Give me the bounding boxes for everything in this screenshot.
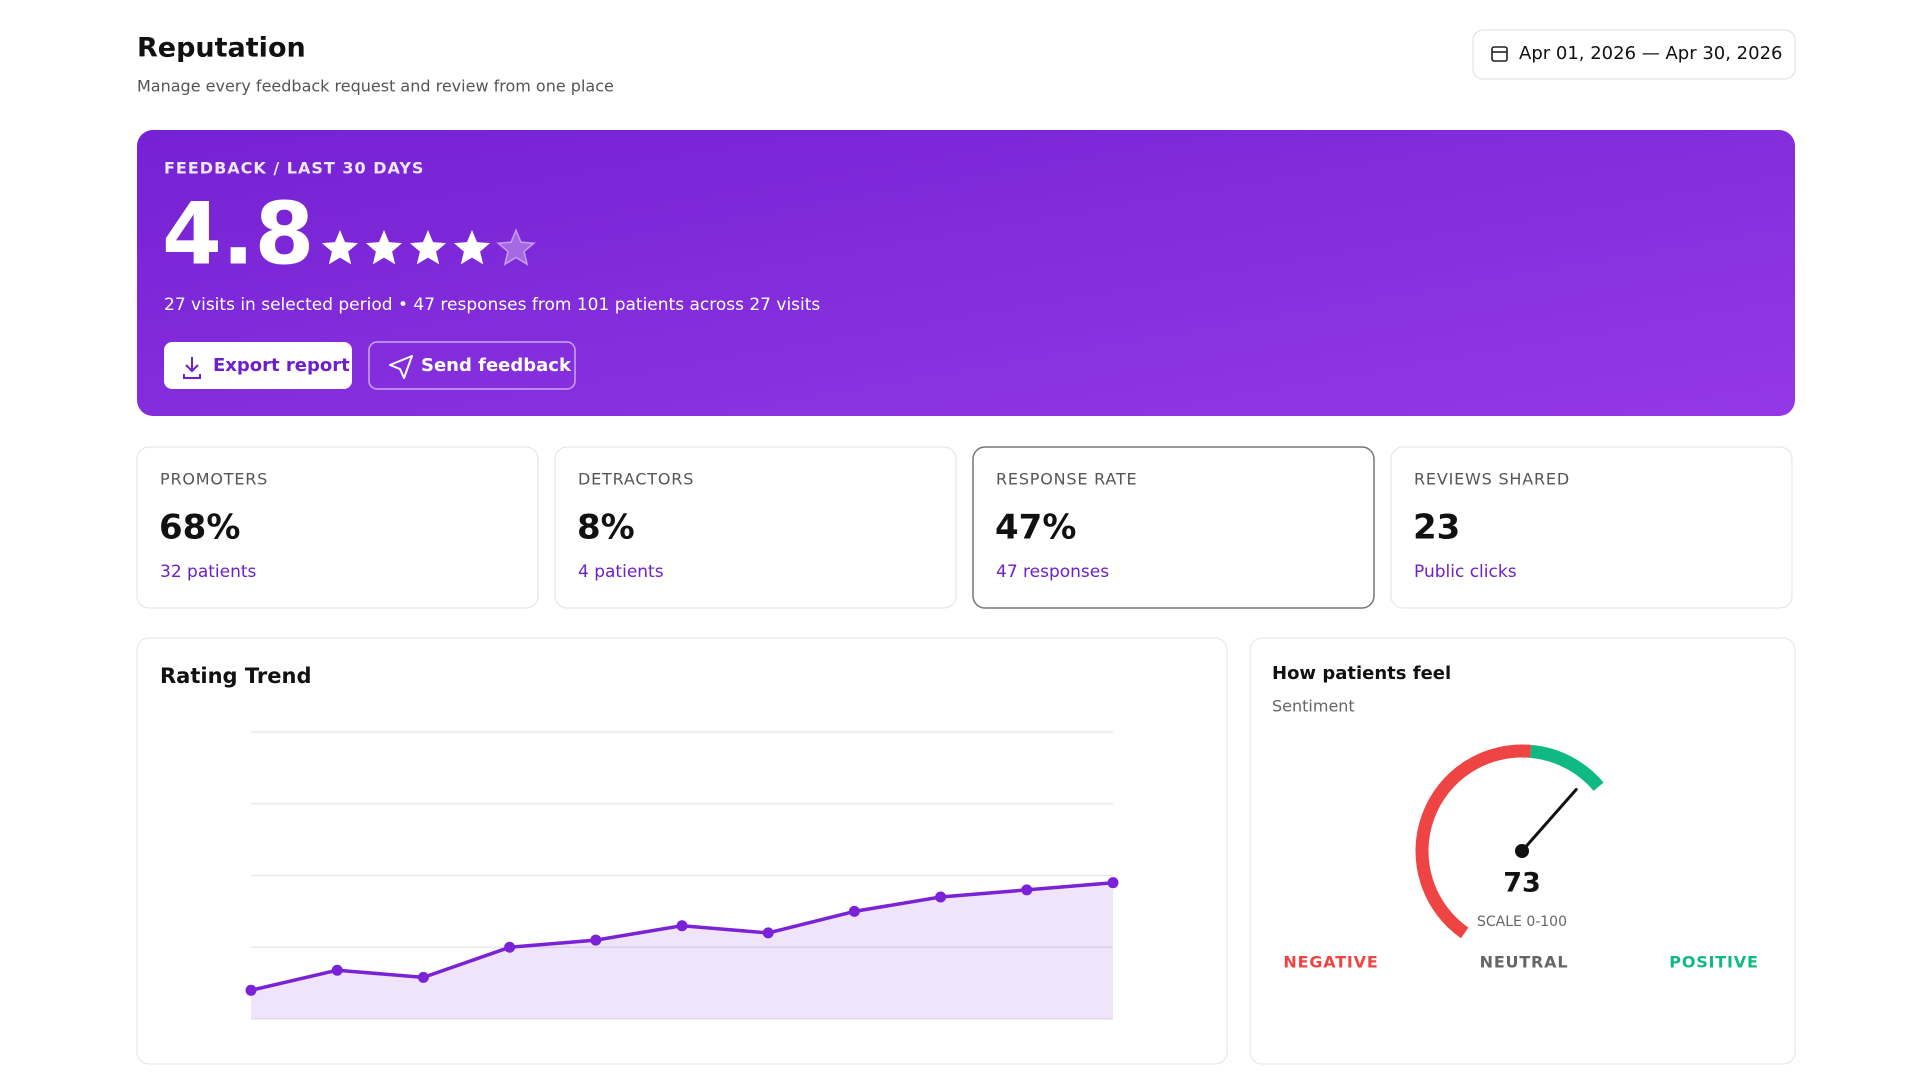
stat-card: [972, 446, 1375, 609]
card-title: How patients feel: [1272, 663, 1451, 684]
point: [417, 971, 429, 983]
point: [935, 891, 947, 903]
sentiment-label: NEUTRAL: [1480, 953, 1569, 972]
button-label: Send feedback: [421, 355, 572, 376]
star: [365, 230, 403, 265]
card-subtitle: Sentiment: [1272, 697, 1355, 716]
point: [590, 934, 602, 946]
export-button[interactable]: Export report: [164, 342, 352, 389]
stat-card: [1390, 446, 1793, 609]
date-range: Apr 01, 2026 — Apr 30, 2026: [1519, 43, 1782, 64]
stat-value: 23: [1413, 508, 1460, 548]
stat-value: 8%: [577, 508, 635, 548]
stat-sub: Public clicks: [1414, 562, 1517, 582]
star: [321, 230, 359, 265]
area: [251, 882, 1113, 1019]
button-label: Export report: [213, 355, 350, 376]
gauge-scale: SCALE 0-100: [1477, 914, 1567, 930]
stat-label: RESPONSE RATE: [996, 470, 1137, 489]
stat-label: DETRACTORS: [578, 470, 694, 489]
point: [848, 905, 860, 917]
sentiment-label: POSITIVE: [1669, 953, 1758, 972]
gauge-arc: [1415, 744, 1532, 939]
page-title: Reputation: [137, 33, 306, 64]
stat-value: 47%: [995, 508, 1076, 548]
stat-sub: 47 responses: [996, 562, 1109, 582]
hero-summary: 27 visits in selected period • 47 respon…: [164, 295, 820, 315]
stat-card: [136, 446, 539, 609]
stat-label: REVIEWS SHARED: [1414, 470, 1570, 489]
trend-card: [136, 637, 1228, 1065]
point: [331, 964, 343, 976]
point: [762, 927, 774, 939]
needle: [1520, 787, 1578, 853]
stat-value: 68%: [159, 508, 240, 548]
stat-label: PROMOTERS: [160, 470, 268, 489]
send-button[interactable]: Send feedback: [368, 341, 576, 390]
star: [453, 230, 491, 265]
needle-pivot: [1515, 844, 1529, 858]
point: [1021, 884, 1033, 896]
hero-card: [137, 130, 1795, 416]
star: [409, 230, 447, 265]
point: [676, 920, 688, 932]
star: [496, 228, 536, 266]
stat-sub: 32 patients: [160, 562, 257, 582]
page-subtitle: Manage every feedback request and review…: [137, 77, 614, 96]
date-picker[interactable]: Apr 01, 2026 — Apr 30, 2026: [1472, 29, 1796, 80]
card-title: Rating Trend: [160, 664, 311, 688]
hero-label: FEEDBACK / LAST 30 DAYS: [164, 159, 424, 178]
gauge-arc: [1529, 744, 1604, 792]
point: [504, 941, 516, 953]
rating: 4.8: [162, 184, 314, 284]
sentiment-label: NEGATIVE: [1283, 953, 1378, 972]
stat-sub: 4 patients: [578, 562, 664, 582]
gauge-value: 73: [1503, 868, 1541, 899]
point: [245, 984, 257, 996]
point: [1107, 877, 1119, 889]
stat-card: [554, 446, 957, 609]
